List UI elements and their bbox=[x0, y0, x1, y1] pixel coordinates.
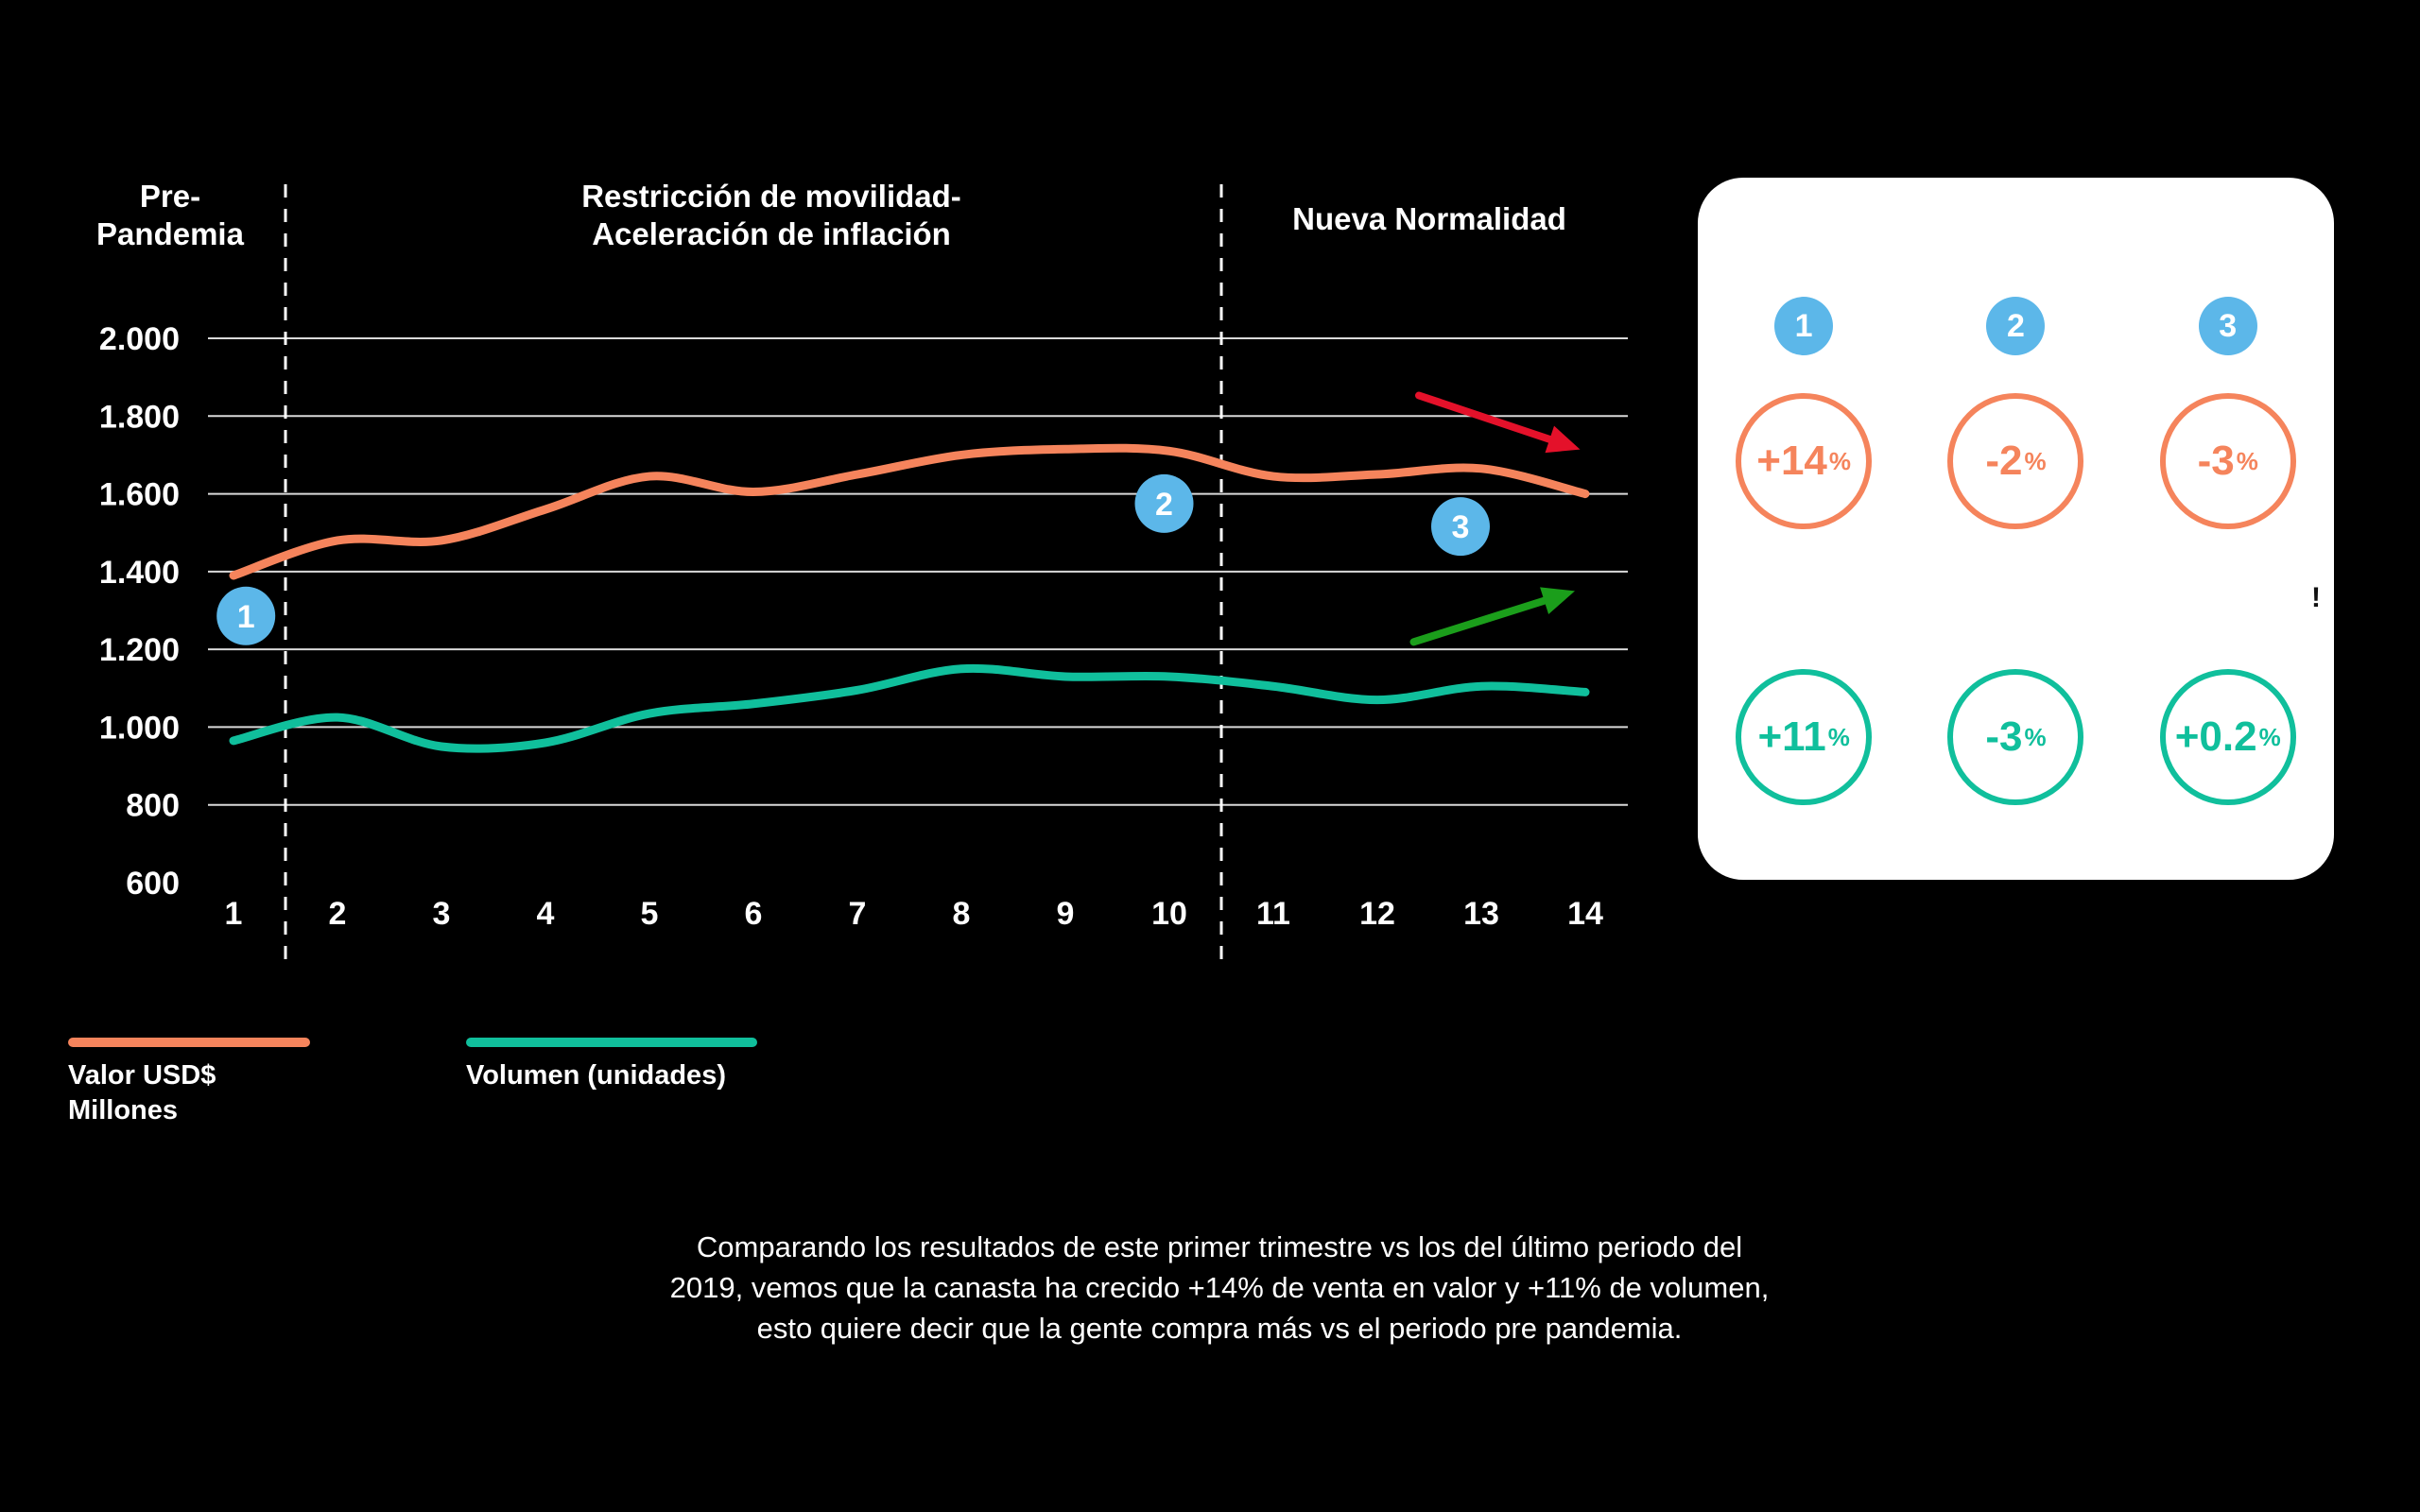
y-tick-label: 1.400 bbox=[99, 555, 180, 591]
badge-2: 2 bbox=[1986, 297, 2046, 355]
summary-valor-row: +14% -2% -3% bbox=[1698, 393, 2334, 529]
caption-line: Comparando los resultados de este primer… bbox=[696, 1230, 1743, 1263]
x-tick-label: 12 bbox=[1359, 896, 1395, 932]
badge-1: 1 bbox=[1774, 297, 1834, 355]
stat-value: +11 bbox=[1757, 713, 1826, 760]
x-tick-label: 14 bbox=[1567, 896, 1603, 932]
x-tick-label: 4 bbox=[537, 896, 555, 932]
stat-value: +14 bbox=[1756, 438, 1827, 484]
x-tick-label: 8 bbox=[953, 896, 971, 932]
legend-item-volumen: Volumen (unidades) bbox=[466, 1038, 863, 1093]
period-label-line: Pandemia bbox=[96, 216, 244, 251]
y-tick-label: 600 bbox=[126, 866, 180, 902]
volumen-stat-2: -3% bbox=[1947, 669, 2084, 805]
annotation-label-2: 2 bbox=[1155, 487, 1173, 523]
x-tick-label: 9 bbox=[1057, 896, 1075, 932]
valor-line-swatch bbox=[68, 1038, 310, 1047]
annotation-label-1: 1 bbox=[237, 599, 255, 635]
legend-label-line: Volumen (unidades) bbox=[466, 1060, 726, 1091]
x-tick-label: 2 bbox=[329, 896, 347, 932]
trend-arrow-shaft-1 bbox=[1409, 596, 1548, 646]
volumen-stat-3: +0.2% bbox=[2159, 669, 2296, 805]
trend-arrow-shaft-0 bbox=[1415, 391, 1554, 443]
y-tick-label: 1.000 bbox=[99, 710, 180, 746]
summary-card: 1 2 3 +14% -2% -3% +11% -3% +0.2% ! bbox=[1698, 178, 2334, 880]
annotation-label-3: 3 bbox=[1452, 509, 1470, 545]
valor-stat-3: -3% bbox=[2159, 393, 2296, 529]
legend-label-line: Millones bbox=[68, 1095, 179, 1125]
x-tick-label: 6 bbox=[745, 896, 763, 932]
percent-sign: % bbox=[2024, 446, 2047, 475]
period-label-nueva-normalidad: Nueva Normalidad bbox=[1193, 200, 1666, 238]
x-tick-label: 3 bbox=[433, 896, 451, 932]
x-tick-label: 1 bbox=[225, 896, 243, 932]
valor-stat-2: -2% bbox=[1947, 393, 2084, 529]
volumen-line-swatch bbox=[466, 1038, 757, 1047]
stat-value: -3 bbox=[1985, 713, 2023, 760]
trend-arrow-head-0 bbox=[1545, 425, 1581, 454]
period-label-pre-pandemia: Pre- Pandemia bbox=[38, 178, 302, 253]
annotation-marker-1 bbox=[216, 586, 276, 645]
period-label-line: Restricción de movilidad- bbox=[581, 179, 961, 214]
caption-line: 2019, vemos que la canasta ha crecido +1… bbox=[669, 1271, 1770, 1304]
summary-badges-row: 1 2 3 bbox=[1698, 297, 2334, 355]
exclamation-mark: ! bbox=[2311, 582, 2321, 613]
period-label-line: Aceleración de inflación bbox=[592, 216, 951, 251]
percent-sign: % bbox=[2024, 722, 2047, 751]
annotation-marker-3 bbox=[1431, 497, 1490, 557]
volumen-stat-1: +11% bbox=[1736, 669, 1873, 805]
percent-sign: % bbox=[1827, 722, 1850, 751]
x-tick-label: 13 bbox=[1463, 896, 1499, 932]
trend-arrow-head-1 bbox=[1540, 587, 1575, 614]
series-line-volumen bbox=[229, 663, 1590, 753]
period-label-line: Nueva Normalidad bbox=[1292, 201, 1566, 236]
stat-value: +0.2 bbox=[2174, 713, 2257, 760]
x-tick-label: 11 bbox=[1256, 896, 1290, 932]
y-tick-label: 800 bbox=[126, 788, 180, 824]
percent-sign: % bbox=[2236, 446, 2258, 475]
caption: Comparando los resultados de este primer… bbox=[454, 1227, 1985, 1349]
legend-item-valor: Valor USD$ Millones bbox=[68, 1038, 314, 1128]
series-line-valor bbox=[229, 443, 1590, 580]
stat-value: -3 bbox=[2197, 438, 2235, 484]
y-tick-label: 1.200 bbox=[99, 632, 180, 668]
legend-label-line: Valor USD$ bbox=[68, 1060, 216, 1091]
percent-sign: % bbox=[2258, 722, 2281, 751]
stat-value: -2 bbox=[1985, 438, 2023, 484]
period-label-restriccion: Restricción de movilidad- Aceleración de… bbox=[488, 178, 1055, 253]
x-tick-label: 7 bbox=[849, 896, 867, 932]
y-tick-label: 1.600 bbox=[99, 477, 180, 513]
percent-sign: % bbox=[1828, 446, 1852, 475]
y-tick-label: 2.000 bbox=[99, 321, 180, 357]
summary-volumen-row: +11% -3% +0.2% bbox=[1698, 669, 2334, 805]
valor-stat-1: +14% bbox=[1736, 393, 1873, 529]
caption-line: esto quiere decir que la gente compra má… bbox=[756, 1312, 1683, 1345]
x-tick-label: 10 bbox=[1151, 896, 1187, 932]
y-tick-label: 1.800 bbox=[99, 399, 180, 435]
annotation-marker-2 bbox=[1134, 473, 1194, 533]
badge-3: 3 bbox=[2198, 297, 2257, 355]
period-label-line: Pre- bbox=[139, 179, 201, 214]
x-tick-label: 5 bbox=[641, 896, 659, 932]
